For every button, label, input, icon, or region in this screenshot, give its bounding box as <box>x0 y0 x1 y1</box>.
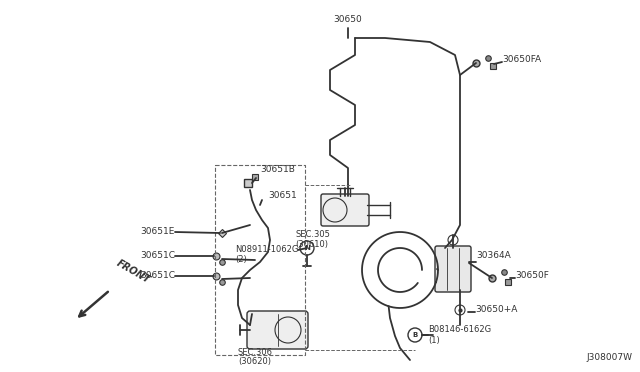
Text: (30620): (30620) <box>238 357 271 366</box>
Text: (1): (1) <box>428 336 440 344</box>
Text: 30651B: 30651B <box>260 166 295 174</box>
Text: 30651C: 30651C <box>140 251 175 260</box>
Text: B: B <box>412 332 418 338</box>
Text: (30610): (30610) <box>295 240 328 249</box>
Text: 30650: 30650 <box>333 15 362 24</box>
Text: N08911-1062G: N08911-1062G <box>235 245 298 254</box>
Text: 30651: 30651 <box>268 192 297 201</box>
Text: N: N <box>304 245 310 251</box>
Text: SEC.306: SEC.306 <box>238 348 273 357</box>
Text: SEC.305: SEC.305 <box>295 230 330 239</box>
FancyBboxPatch shape <box>321 194 369 226</box>
Text: 30651E: 30651E <box>141 228 175 237</box>
Text: FRONT: FRONT <box>115 258 152 285</box>
Text: 30650+A: 30650+A <box>475 305 517 314</box>
Text: 30650F: 30650F <box>515 270 549 279</box>
Text: B08146-6162G: B08146-6162G <box>428 326 491 334</box>
Text: 30364A: 30364A <box>476 250 511 260</box>
Text: (2): (2) <box>235 255 247 264</box>
FancyBboxPatch shape <box>247 311 308 349</box>
Text: 30650FA: 30650FA <box>502 55 541 64</box>
FancyBboxPatch shape <box>435 246 471 292</box>
Text: 30651C: 30651C <box>140 272 175 280</box>
Text: J308007W: J308007W <box>586 353 632 362</box>
